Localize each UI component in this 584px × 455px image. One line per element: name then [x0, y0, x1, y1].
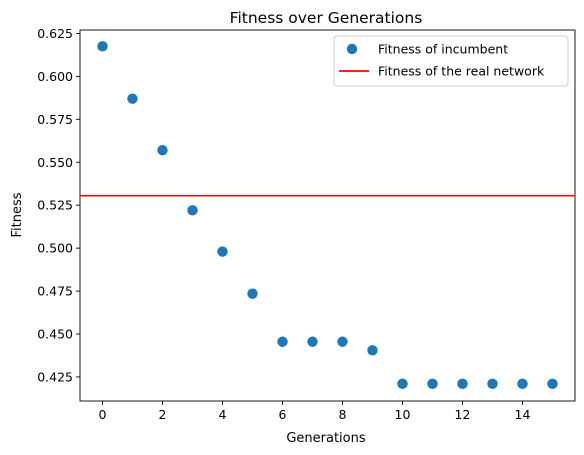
x-axis-ticks: 0 2 4 6 8 10 12 14 — [99, 401, 531, 422]
y-axis-label: Fitness — [10, 192, 25, 237]
incumbent-fitness-point — [247, 288, 258, 299]
x-tick-label: 0 — [99, 407, 107, 422]
y-tick-label: 0.525 — [37, 198, 73, 213]
legend-label-real-network: Fitness of the real network — [378, 64, 545, 79]
legend: Fitness of incumbent Fitness of the real… — [333, 35, 569, 87]
scatter-points — [97, 41, 558, 390]
incumbent-fitness-point — [187, 205, 198, 216]
axes-frame — [79, 29, 576, 402]
y-tick-label: 0.625 — [37, 26, 73, 41]
legend-marker-incumbent — [346, 43, 358, 55]
x-tick-label: 8 — [339, 407, 347, 422]
incumbent-fitness-point — [307, 336, 318, 347]
y-tick-label: 0.450 — [37, 327, 73, 342]
x-tick-label: 4 — [219, 407, 227, 422]
y-tick-label: 0.425 — [37, 369, 73, 384]
incumbent-fitness-point — [367, 345, 378, 356]
incumbent-fitness-point — [127, 93, 138, 104]
incumbent-fitness-point — [157, 145, 168, 156]
incumbent-fitness-point — [97, 41, 108, 52]
y-tick-label: 0.600 — [37, 69, 73, 84]
y-tick-label: 0.475 — [37, 284, 73, 299]
incumbent-fitness-point — [547, 378, 558, 390]
incumbent-fitness-point — [217, 246, 228, 257]
x-axis-label: Generations — [286, 431, 366, 446]
y-tick-label: 0.550 — [37, 155, 73, 170]
incumbent-fitness-point — [487, 378, 498, 390]
legend-box — [333, 35, 569, 87]
x-tick-label: 10 — [395, 407, 411, 422]
x-tick-label: 6 — [279, 407, 287, 422]
x-tick-label: 14 — [515, 407, 531, 422]
y-tick-label: 0.500 — [37, 241, 73, 256]
incumbent-fitness-point — [517, 378, 528, 390]
x-tick-label: 2 — [159, 407, 167, 422]
incumbent-fitness-point — [337, 336, 348, 347]
incumbent-fitness-point — [427, 378, 438, 390]
incumbent-fitness-point — [397, 378, 408, 390]
incumbent-fitness-point — [277, 336, 288, 347]
x-tick-label: 12 — [455, 407, 471, 422]
y-axis-ticks: 0.425 0.450 0.475 0.500 0.525 0.550 0.575 0.600… — [37, 26, 80, 384]
y-tick-label: 0.575 — [37, 112, 73, 127]
incumbent-fitness-point — [457, 378, 468, 390]
plot-area — [79, 29, 576, 402]
legend-label-incumbent: Fitness of incumbent — [378, 42, 508, 57]
chart-title: Fitness over Generations — [230, 9, 423, 27]
